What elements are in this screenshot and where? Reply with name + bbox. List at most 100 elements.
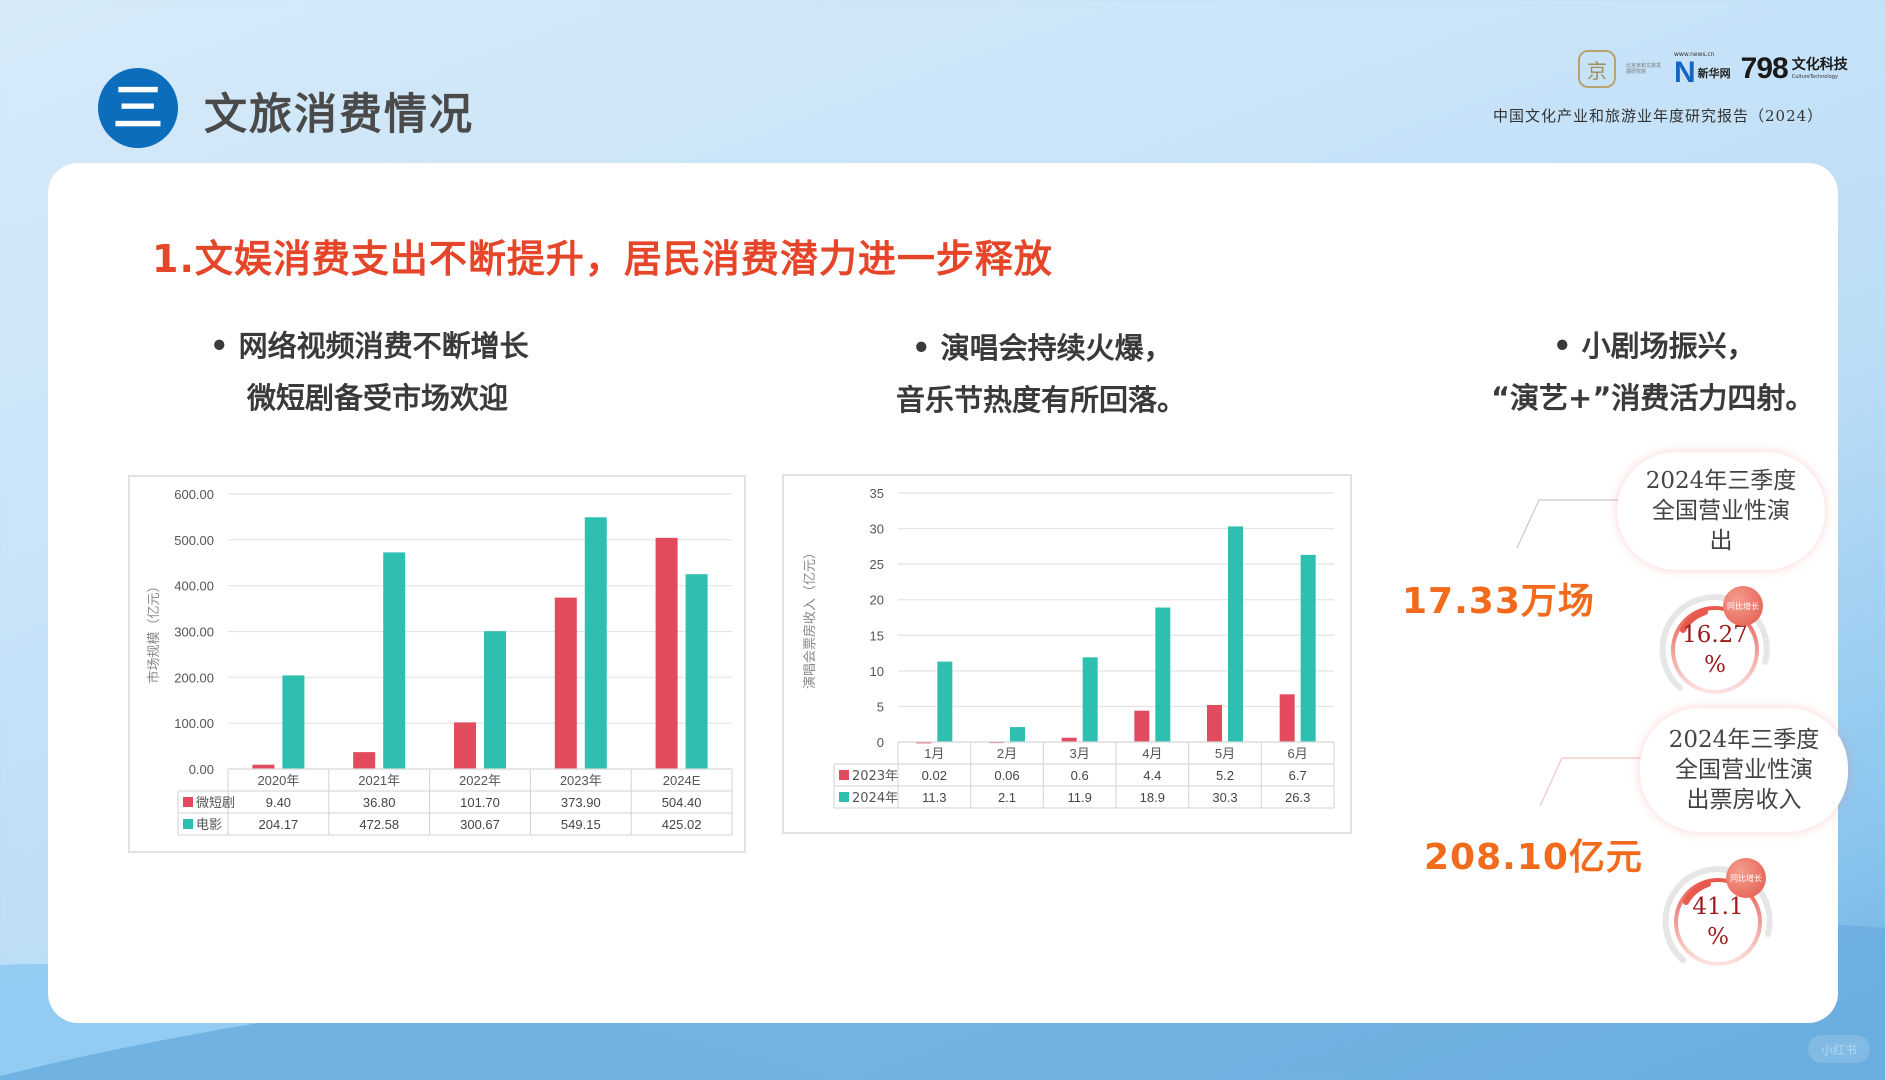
bullet-line: • 网络视频消费不断增长 <box>210 329 529 363</box>
table-cell: 204.17 <box>259 817 299 832</box>
xinhua-url: www.news.cn <box>1674 50 1715 58</box>
table-cell: 373.90 <box>561 795 601 810</box>
growth-gauge: 16.27 % 同比增长 <box>1655 586 1775 708</box>
y-axis-title: 演唱会票房收入（亿元） <box>802 546 818 689</box>
y-tick-label: 35 <box>870 486 884 501</box>
y-tick-label: 500.00 <box>174 533 214 548</box>
bar <box>1279 694 1295 742</box>
bullet-line: • 小剧场振兴， <box>1553 329 1756 363</box>
growth-value: 41.1 % <box>1658 892 1778 952</box>
table-cell: 549.15 <box>561 817 601 832</box>
section-number-badge: 三 <box>98 68 178 148</box>
growth-gauge: 41.1 % 同比增长 <box>1658 858 1778 980</box>
table-cell: 30.3 <box>1212 790 1237 805</box>
legend-label: 微短剧 <box>196 796 235 811</box>
y-tick-label: 200.00 <box>174 670 214 685</box>
legend-swatch <box>183 797 193 807</box>
table-cell: 101.70 <box>460 795 500 810</box>
table-cell: 11.3 <box>922 790 946 805</box>
category-label: 2020年 <box>257 773 299 788</box>
table-cell: 5.2 <box>1216 768 1234 783</box>
bar <box>1155 607 1171 742</box>
bar <box>584 517 607 769</box>
category-label: 1月 <box>924 746 944 761</box>
growth-number: 16.27 <box>1682 622 1748 648</box>
stat-label-line: 出 <box>1709 528 1733 554</box>
growth-value: 16.27 % <box>1655 620 1775 680</box>
798-logo: 798 文化科技 CultureTechnology <box>1741 52 1848 86</box>
stat-label-line: 出票房收入 <box>1686 787 1802 813</box>
stat-label-bubble: 2024年三季度 全国营业性演 出票房收入 <box>1640 708 1848 832</box>
table-cell: 9.40 <box>266 795 291 810</box>
connector-line <box>1516 499 1633 549</box>
bar-chart-2: 0 5 10 15 20 25 30 35 演唱会票房收入（亿元） 1月 2月 3月 4月 5月 6月 202… <box>802 486 1335 809</box>
category-label: 6月 <box>1288 746 1308 761</box>
legend-swatch <box>839 770 849 780</box>
connector-line <box>1539 757 1656 807</box>
bar <box>1010 727 1025 742</box>
y-tick-label: 20 <box>870 593 884 608</box>
stat-value-performances: 17.33万场 <box>1402 581 1595 622</box>
bar <box>454 722 476 769</box>
news-n-mark: N <box>1674 55 1696 89</box>
table-cell: 0.06 <box>994 768 1019 783</box>
bar <box>1134 710 1150 742</box>
bar <box>1061 737 1077 742</box>
table-cell: 425.02 <box>662 817 702 832</box>
y-tick-label: 5 <box>877 699 884 714</box>
y-tick-label: 30 <box>870 522 884 537</box>
bullet-theater: • 小剧场振兴， “演艺+”消费活力四射。 <box>1491 320 1814 424</box>
growth-percent: % <box>1704 652 1726 678</box>
table-cell: 2.1 <box>998 790 1016 805</box>
bullet-concert: • 演唱会持续火爆， 音乐节热度有所回落。 <box>896 322 1186 426</box>
bar <box>655 537 678 769</box>
category-label: 2023年 <box>560 773 602 788</box>
category-label: 4月 <box>1142 746 1162 761</box>
y-tick-label: 0.00 <box>189 762 214 777</box>
bar <box>353 752 376 769</box>
table-cell: 4.4 <box>1143 768 1161 783</box>
chart-short-drama-vs-film: 0.00 100.00 200.00 300.00 400.00 500.00 600.00… <box>128 475 746 853</box>
y-tick-label: 10 <box>870 664 884 679</box>
institute-seal-logo: 京 <box>1578 50 1616 88</box>
bar <box>484 631 506 769</box>
stat-label-line: 全国营业性演 <box>1651 498 1790 524</box>
page-title: 文旅消费情况 <box>204 90 474 140</box>
table-cell: 36.80 <box>363 795 396 810</box>
table-cell: 504.40 <box>662 795 702 810</box>
bar <box>937 661 953 742</box>
partner-logos: 京 北京京和文旅发展研究院 www.news.cn N 新华网 798 文化科技… <box>1578 50 1848 88</box>
stat-label-bubble: 2024年三季度 全国营业性演 出 <box>1617 452 1825 570</box>
bar <box>1207 705 1222 742</box>
bullet-line: “演艺+”消费活力四射。 <box>1491 381 1815 415</box>
institute-name: 北京京和文旅发展研究院 <box>1626 62 1662 76</box>
bar <box>916 741 932 744</box>
y-tick-label: 300.00 <box>174 625 214 640</box>
growth-number: 41.1 <box>1692 894 1744 920</box>
category-label: 2024E <box>663 773 701 788</box>
growth-badge: 同比增长 <box>1726 858 1766 898</box>
y-tick-label: 400.00 <box>174 579 214 594</box>
xinhua-logo: www.news.cn N 新华网 <box>1674 51 1731 88</box>
bar <box>554 597 577 769</box>
stat-label-line: 全国营业性演 <box>1674 757 1813 783</box>
table-cell: 26.3 <box>1285 790 1310 805</box>
bar <box>1082 657 1098 742</box>
798-brand-name: 文化科技 <box>1791 57 1848 74</box>
y-axis-title: 市场规模（亿元） <box>146 579 162 683</box>
category-label: 2021年 <box>358 773 400 788</box>
stat-value-box-office: 208.10亿元 <box>1424 837 1643 878</box>
y-tick-label: 0 <box>877 735 884 750</box>
table-cell: 6.7 <box>1289 768 1307 783</box>
y-tick-label: 15 <box>870 628 884 643</box>
y-tick-label: 25 <box>870 557 884 572</box>
bar <box>282 675 305 769</box>
table-cell: 472.58 <box>359 817 399 832</box>
section-title: 1.文娱消费支出不断提升，居民消费潜力进一步释放 <box>152 237 1053 281</box>
legend-swatch <box>183 819 193 829</box>
growth-percent: % <box>1707 924 1729 950</box>
798-brand-sub: CultureTechnology <box>1791 73 1838 80</box>
category-label: 2022年 <box>459 773 501 788</box>
table-cell: 0.02 <box>922 768 947 783</box>
bullet-video: • 网络视频消费不断增长 微短剧备受市场欢迎 <box>210 320 529 424</box>
